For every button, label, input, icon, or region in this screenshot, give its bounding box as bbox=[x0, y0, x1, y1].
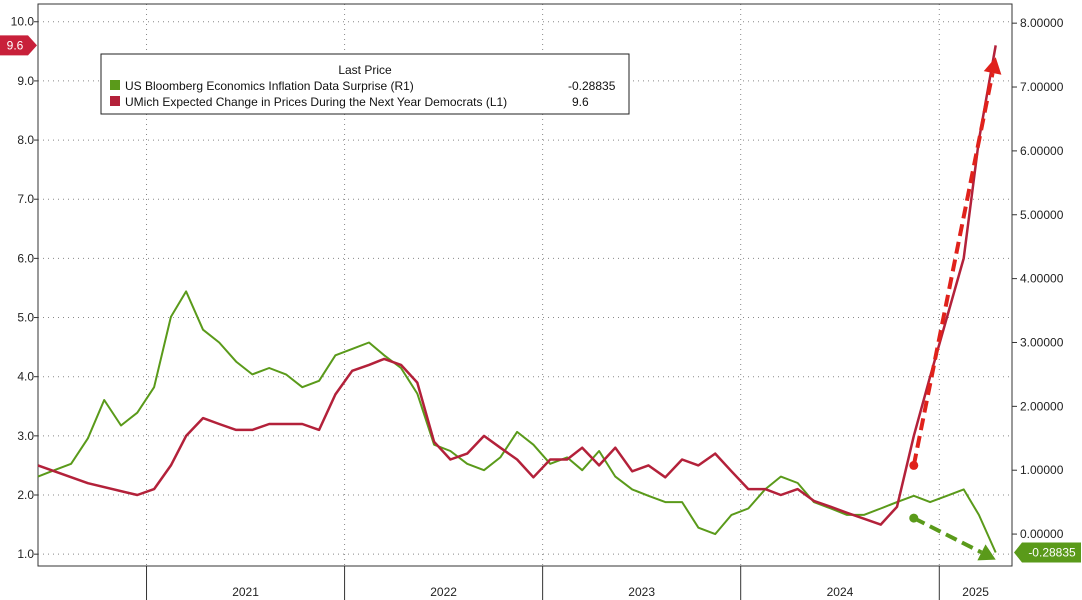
left-last-value-text: 9.6 bbox=[7, 38, 24, 52]
left-tick-label: 9.0 bbox=[17, 74, 34, 88]
last-value-badges: 9.6 -0.28835 bbox=[0, 35, 1081, 563]
legend-label-umich: UMich Expected Change in Prices During t… bbox=[125, 95, 507, 109]
x-year-label: 2024 bbox=[827, 585, 854, 599]
right-tick-label: 8.00000 bbox=[1020, 16, 1064, 30]
plot-frame bbox=[37, 3, 1013, 567]
right-tick-label: 4.00000 bbox=[1020, 272, 1064, 286]
right-tick-label: 7.00000 bbox=[1020, 80, 1064, 94]
left-tick-label: 1.0 bbox=[17, 547, 34, 561]
legend-value-umich: 9.6 bbox=[572, 95, 589, 109]
legend-title: Last Price bbox=[338, 63, 392, 77]
left-tick-label: 8.0 bbox=[17, 133, 34, 147]
up-arrow-shaft bbox=[911, 72, 995, 466]
legend-label-surprise: US Bloomberg Economics Inflation Data Su… bbox=[125, 79, 414, 93]
series-line-inflation-surprise bbox=[37, 290, 997, 553]
legend-value-surprise: -0.28835 bbox=[568, 79, 616, 93]
down-arrow-head bbox=[977, 544, 996, 561]
right-tick-label: 5.00000 bbox=[1020, 208, 1064, 222]
left-tick-label: 4.0 bbox=[17, 370, 34, 384]
legend-swatch-umich bbox=[110, 96, 120, 106]
axes: 1.0 2.0 3.0 4.0 5.0 6.0 7.0 8.0 9.0 10.0 0.00000 1.… bbox=[11, 3, 1064, 600]
left-tick-label: 7.0 bbox=[17, 192, 34, 206]
x-year-label: 2022 bbox=[430, 585, 457, 599]
legend-box bbox=[100, 53, 630, 115]
left-last-value-badge bbox=[0, 35, 37, 56]
right-last-value-text: -0.28835 bbox=[1028, 545, 1076, 559]
right-tick-label: 1.00000 bbox=[1020, 463, 1064, 477]
right-tick-label: 3.00000 bbox=[1020, 335, 1064, 349]
x-year-label: 2025 bbox=[962, 585, 989, 599]
left-tick-label: 5.0 bbox=[17, 311, 34, 325]
x-year-label: 2021 bbox=[232, 585, 259, 599]
series-line-umich-democrats bbox=[37, 45, 997, 526]
grid bbox=[38, 4, 1012, 566]
right-last-value-badge bbox=[1014, 542, 1081, 563]
legend-swatch-surprise bbox=[110, 80, 120, 90]
up-arrow-head bbox=[983, 57, 1002, 75]
right-tick-label: 2.00000 bbox=[1020, 399, 1064, 413]
right-tick-label: 0.00000 bbox=[1020, 527, 1064, 541]
left-tick-label: 10.0 bbox=[11, 15, 35, 29]
left-tick-label: 3.0 bbox=[17, 429, 34, 443]
legend: Last Price US Bloomberg Economics Inflat… bbox=[100, 53, 630, 115]
series-layer bbox=[37, 45, 997, 553]
annotation-layer bbox=[909, 57, 1002, 561]
down-arrow-shaft bbox=[912, 516, 983, 555]
x-year-label: 2023 bbox=[628, 585, 655, 599]
right-tick-label: 6.00000 bbox=[1020, 144, 1064, 158]
left-tick-label: 2.0 bbox=[17, 488, 34, 502]
left-tick-label: 6.0 bbox=[17, 251, 34, 265]
